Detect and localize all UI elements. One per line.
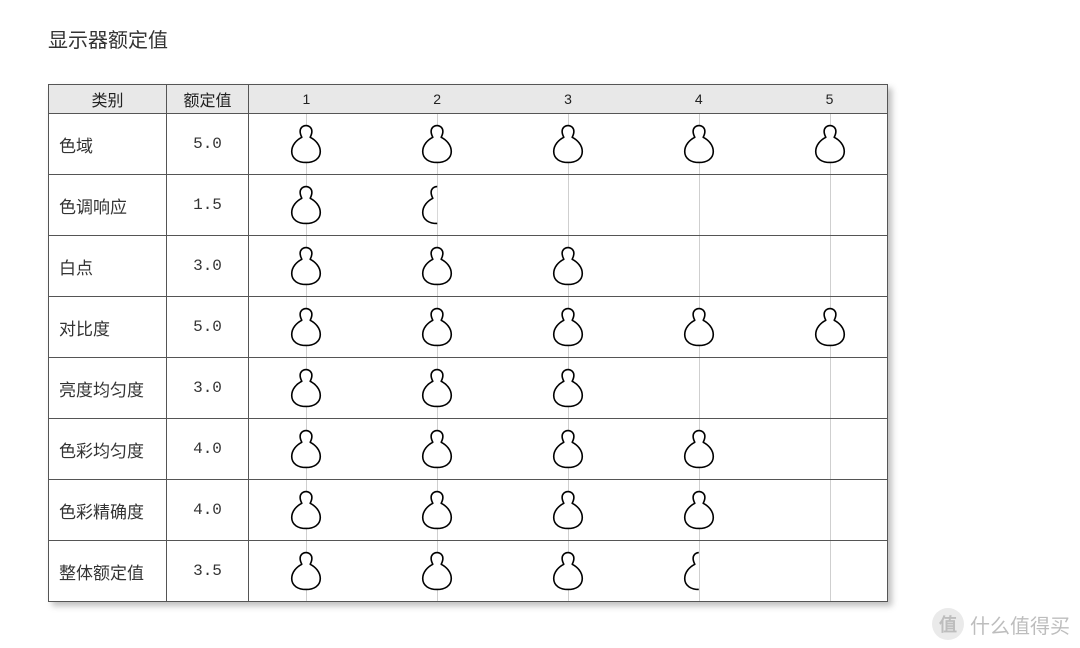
watermark-badge-icon: 值 xyxy=(932,608,964,640)
rating-chart-cell xyxy=(249,297,888,358)
category-cell: 色彩均匀度 xyxy=(49,419,167,480)
value-cell: 1.5 xyxy=(167,175,249,236)
value-cell: 5.0 xyxy=(167,114,249,175)
scale-tick: 1 xyxy=(303,91,311,107)
value-cell: 3.0 xyxy=(167,236,249,297)
rating-chart-cell xyxy=(249,419,888,480)
table-row: 对比度5.0 xyxy=(49,297,888,358)
value-cell: 4.0 xyxy=(167,480,249,541)
table-header-row: 类别 额定值 1 2 3 4 5 xyxy=(49,85,888,114)
rating-chart-cell xyxy=(249,480,888,541)
scale-tick: 3 xyxy=(564,91,572,107)
category-cell: 整体额定值 xyxy=(49,541,167,602)
table-row: 色域5.0 xyxy=(49,114,888,175)
table-row: 色彩精确度4.0 xyxy=(49,480,888,541)
watermark: 值 什么值得买 xyxy=(932,608,1070,640)
value-cell: 3.0 xyxy=(167,358,249,419)
table-row: 整体额定值3.5 xyxy=(49,541,888,602)
value-cell: 4.0 xyxy=(167,419,249,480)
ratings-table: 类别 额定值 12345 色域5.0色调响应1.5白点3.0对比度5.0亮度均匀… xyxy=(48,84,888,602)
rating-chart-cell xyxy=(249,175,888,236)
scale-tick: 5 xyxy=(826,91,834,107)
rating-chart-cell xyxy=(249,114,888,175)
rating-chart-cell xyxy=(249,541,888,602)
rating-chart-cell xyxy=(249,236,888,297)
page-title: 显示器额定值 xyxy=(48,24,168,53)
table-row: 白点3.0 xyxy=(49,236,888,297)
col-value: 额定值 xyxy=(167,85,249,114)
col-scale: 1 2 3 4 5 xyxy=(249,85,888,114)
category-cell: 亮度均匀度 xyxy=(49,358,167,419)
rating-chart-cell xyxy=(249,358,888,419)
category-cell: 对比度 xyxy=(49,297,167,358)
category-cell: 色域 xyxy=(49,114,167,175)
category-cell: 色调响应 xyxy=(49,175,167,236)
scale-tick: 2 xyxy=(433,91,441,107)
value-cell: 3.5 xyxy=(167,541,249,602)
scale-tick: 4 xyxy=(695,91,703,107)
watermark-text: 什么值得买 xyxy=(970,610,1070,639)
col-category: 类别 xyxy=(49,85,167,114)
category-cell: 色彩精确度 xyxy=(49,480,167,541)
table-row: 色彩均匀度4.0 xyxy=(49,419,888,480)
table-row: 亮度均匀度3.0 xyxy=(49,358,888,419)
value-cell: 5.0 xyxy=(167,297,249,358)
category-cell: 白点 xyxy=(49,236,167,297)
table-row: 色调响应1.5 xyxy=(49,175,888,236)
